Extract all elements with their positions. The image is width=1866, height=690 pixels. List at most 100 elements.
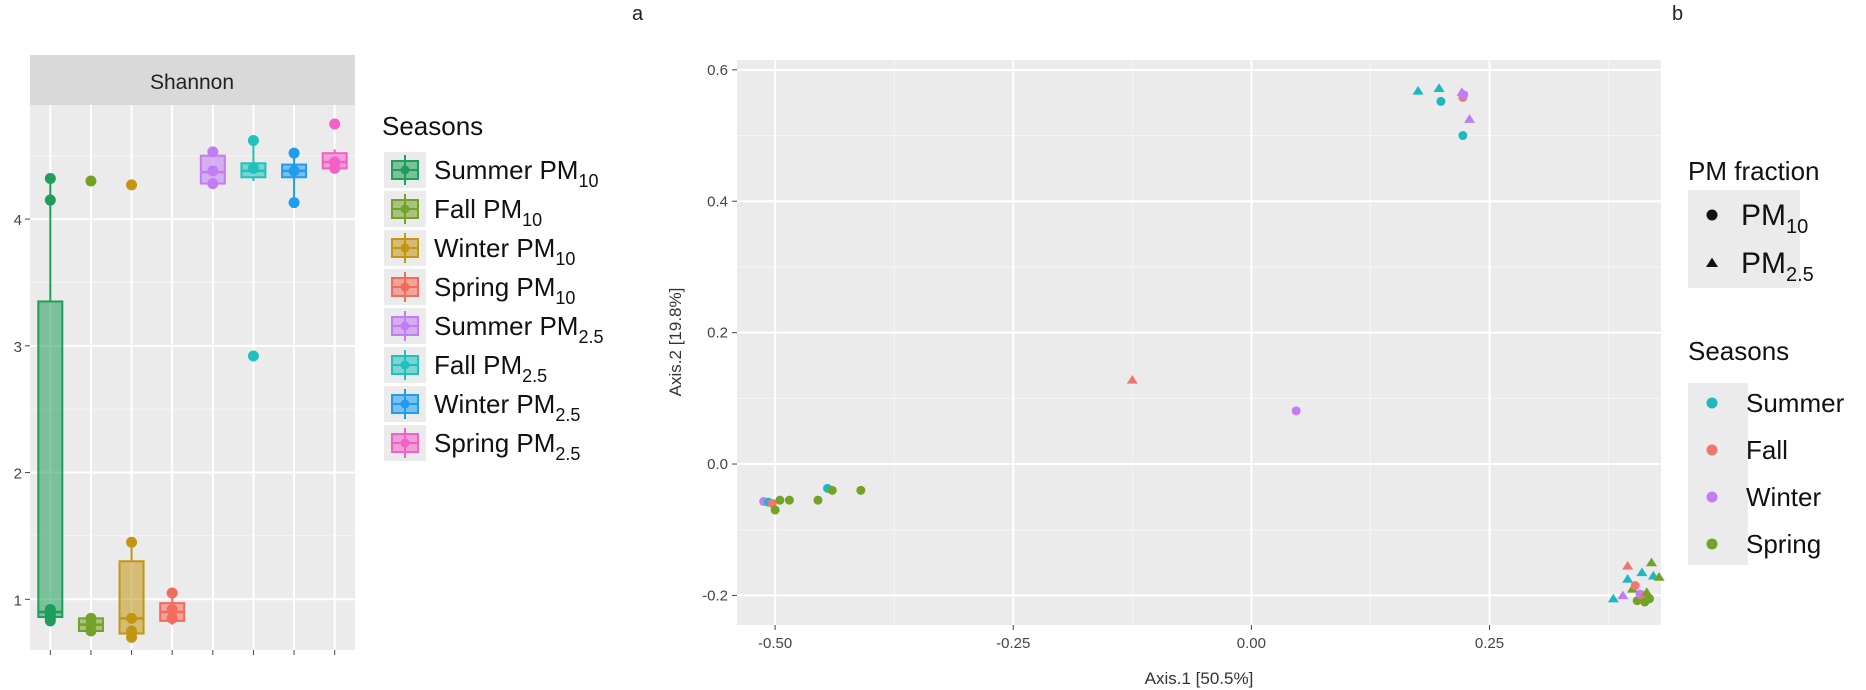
box-legend-item: Summer PM10 bbox=[384, 152, 599, 191]
season-legend-label: Fall bbox=[1746, 435, 1788, 465]
box-legend-label: Fall PM2.5 bbox=[434, 350, 547, 386]
panel-label-b: b bbox=[1672, 3, 1683, 25]
season-legend-label: Winter bbox=[1746, 482, 1821, 512]
legend-key-point bbox=[400, 321, 410, 331]
box-point bbox=[207, 146, 219, 158]
pm-legend-item: PM10 bbox=[1706, 199, 1808, 238]
box-legend-label: Winter PM2.5 bbox=[434, 389, 580, 425]
scatter-point-triangle bbox=[1622, 574, 1634, 583]
season-legend-key bbox=[1706, 444, 1718, 456]
x-tick-label: 0.00 bbox=[1237, 635, 1266, 652]
season-legend-key bbox=[1706, 397, 1718, 409]
legend-key-point bbox=[400, 399, 410, 409]
box-point bbox=[126, 631, 138, 643]
pm-legend-title: PM fraction bbox=[1688, 156, 1820, 186]
season-legend-bg bbox=[1688, 383, 1748, 565]
box-legend-label: Spring PM2.5 bbox=[434, 428, 580, 464]
box-7 bbox=[321, 118, 348, 174]
box-4 bbox=[199, 146, 226, 190]
box-legend-item: Winter PM2.5 bbox=[384, 386, 580, 425]
scatter-point-circle bbox=[1459, 90, 1469, 100]
panel-label-a: a bbox=[632, 3, 644, 25]
scatter-y-axis-title: Axis.2 [19.8%] bbox=[666, 288, 685, 397]
pm-legend-label: PM2.5 bbox=[1741, 247, 1814, 286]
scatter-point-triangle bbox=[1464, 114, 1476, 123]
y-tick-label: 4 bbox=[14, 212, 22, 229]
scatter-point-triangle bbox=[1126, 374, 1138, 384]
y-tick-label: 0.2 bbox=[707, 325, 728, 342]
y-tick-label: 0.0 bbox=[707, 456, 728, 473]
box-point bbox=[44, 173, 56, 185]
box-point bbox=[166, 587, 178, 599]
box-point bbox=[288, 165, 300, 177]
season-legend-title: Seasons bbox=[1688, 336, 1789, 366]
box-point bbox=[247, 350, 259, 362]
facet-strip bbox=[30, 55, 355, 105]
box-0 bbox=[37, 173, 64, 627]
x-tick-label: 0.25 bbox=[1475, 635, 1504, 652]
box-point bbox=[207, 178, 219, 190]
box-legend-item: Winter PM10 bbox=[384, 230, 575, 269]
scatter-point-circle bbox=[770, 505, 780, 515]
box-point bbox=[247, 162, 259, 174]
box-point bbox=[44, 615, 56, 627]
box-legend-item: Summer PM2.5 bbox=[384, 308, 604, 347]
y-tick-label: 1 bbox=[14, 592, 22, 609]
box-legend-label: Spring PM10 bbox=[434, 272, 575, 308]
box-5 bbox=[240, 134, 267, 362]
box-point bbox=[247, 134, 259, 146]
scatter-point-triangle bbox=[1412, 85, 1424, 95]
season-legend-key bbox=[1706, 538, 1718, 550]
scatter-point-triangle bbox=[1636, 567, 1648, 577]
scatter-point-circle bbox=[784, 495, 794, 505]
pm-legend-item: PM2.5 bbox=[1706, 247, 1814, 286]
scatter-point-circle bbox=[775, 495, 785, 505]
box-legend-item: Spring PM2.5 bbox=[384, 425, 580, 464]
box-point bbox=[44, 194, 56, 206]
scatter-point-circle bbox=[1291, 406, 1301, 416]
scatter-point-circle bbox=[1436, 96, 1446, 106]
pm-legend-key-triangle bbox=[1706, 257, 1718, 268]
scatter-point-circle bbox=[1645, 594, 1655, 604]
box-point bbox=[126, 179, 138, 191]
box-legend-item: Fall PM10 bbox=[384, 191, 542, 230]
scatter-point-circle bbox=[813, 495, 823, 505]
scatter-point-triangle bbox=[1641, 587, 1653, 596]
pm-legend-bg bbox=[1688, 190, 1800, 288]
legend-key-point bbox=[400, 243, 410, 253]
box-point bbox=[85, 625, 97, 637]
legend-key-point bbox=[400, 438, 410, 448]
y-tick-label: 0.6 bbox=[707, 62, 728, 79]
scatter-point-circle bbox=[827, 485, 837, 495]
ordination-scatter-panel: -0.50 -0.25 0.00 0.25 -0.2 0.0 0.2 0.4 0.6 Axis.… bbox=[666, 60, 1845, 688]
pm-legend-key-circle bbox=[1706, 209, 1718, 221]
box-legend-label: Summer PM2.5 bbox=[434, 311, 604, 347]
box-legend-item: Fall PM2.5 bbox=[384, 347, 547, 386]
box-legend-title: Seasons bbox=[382, 111, 483, 141]
box-point bbox=[85, 175, 97, 187]
season-legend-item: Spring bbox=[1706, 529, 1821, 559]
y-tick-label: 2 bbox=[14, 466, 22, 483]
box-point bbox=[288, 147, 300, 159]
box-point bbox=[329, 118, 341, 130]
scatter-point-circle bbox=[1458, 131, 1468, 141]
legend-key-point bbox=[400, 165, 410, 175]
box-point bbox=[288, 197, 300, 209]
scatter-point-triangle bbox=[1645, 557, 1657, 567]
scatter-plot-area bbox=[737, 60, 1661, 625]
x-tick-label: -0.25 bbox=[996, 635, 1030, 652]
box-legend-label: Summer PM10 bbox=[434, 155, 599, 191]
scatter-point-circle bbox=[856, 485, 866, 495]
pm-legend-label: PM10 bbox=[1741, 199, 1808, 238]
box-legend-label: Fall PM10 bbox=[434, 194, 542, 230]
y-tick-label: 0.4 bbox=[707, 193, 728, 210]
scatter-point-triangle bbox=[1653, 572, 1665, 581]
season-legend-item: Winter bbox=[1706, 482, 1821, 512]
legend-key-point bbox=[400, 360, 410, 370]
scatter-point-circle bbox=[1630, 581, 1640, 591]
legend-key-point bbox=[400, 282, 410, 292]
box-point bbox=[126, 612, 138, 624]
season-legend-key bbox=[1706, 491, 1718, 503]
